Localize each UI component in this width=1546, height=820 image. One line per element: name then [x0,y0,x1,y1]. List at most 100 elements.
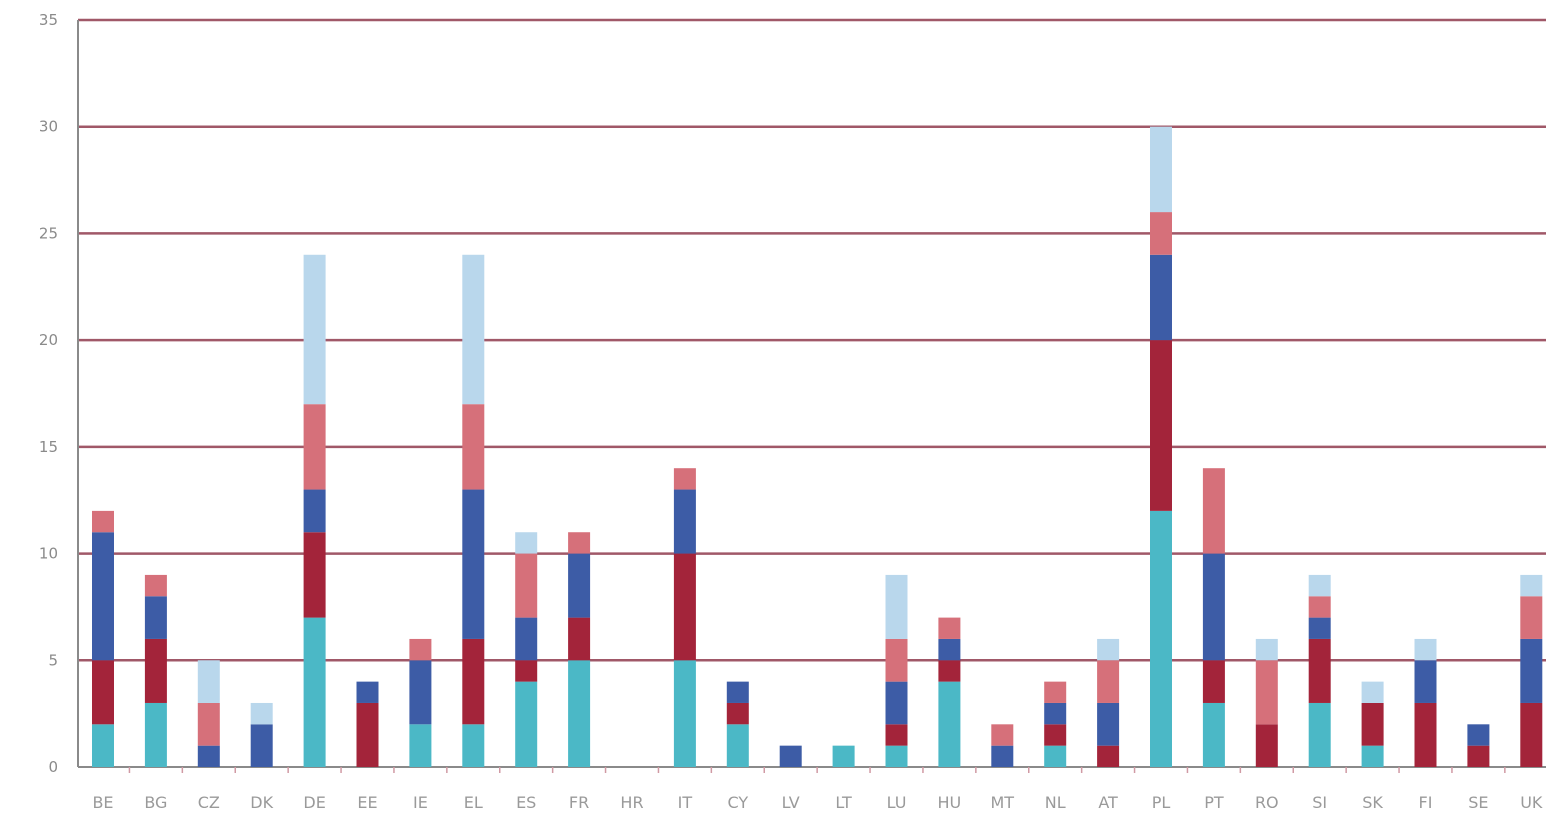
bar-segment-se-s3 [1467,724,1490,746]
bar-segment-hu-s3 [938,638,961,661]
x-tick-label-ro: RO [1255,793,1279,812]
bar-segment-si-s3 [1308,617,1331,639]
x-tick-label-mt: MT [991,793,1015,812]
bar-segment-uk-s3 [1520,638,1543,703]
bar-segment-at-s4 [1097,660,1120,703]
y-tick-labels: 0 5 10 15 20 25 30 35 [39,11,58,776]
bar-segment-fi-s2 [1414,702,1437,767]
bar-segment-be-s3 [92,532,114,661]
bar-segment-el-s4 [462,404,485,490]
x-tick-label-it: IT [678,793,693,812]
bar-segment-fr-s4 [568,532,591,554]
bar-segment-pt-s1 [1202,702,1225,767]
bar-segment-pt-s3 [1202,553,1225,661]
bar-segment-ie-s1 [409,724,432,767]
bar-segment-cz-s4 [197,702,220,746]
bar-segment-uk-s2 [1520,702,1543,767]
bar-segment-es-s5 [515,532,538,554]
bar-segment-at-s5 [1097,638,1120,661]
x-tick-label-es: ES [516,793,536,812]
x-tick-label-cy: CY [727,793,748,812]
bar-segment-ro-s5 [1255,638,1278,661]
bar-segment-lv-s3 [779,745,802,767]
bar-segment-de-s1 [303,617,326,767]
bar-segment-ro-s4 [1255,660,1278,725]
bar-segment-it-s3 [673,489,696,554]
bar-segment-cy-s3 [726,681,749,703]
bar-segment-sk-s5 [1361,681,1384,703]
bar-segment-de-s5 [303,254,326,405]
bar-segment-at-s3 [1097,702,1120,746]
bar-segment-pt-s4 [1202,468,1225,554]
bar-segment-dk-s3 [250,724,273,767]
x-tick-label-fi: FI [1419,793,1433,812]
bar-segment-cy-s2 [726,702,749,725]
bar-segment-pl-s1 [1150,510,1172,767]
bar-segment-bg-s2 [144,638,167,703]
bar-segment-cz-s3 [197,745,220,767]
x-tick-label-at: AT [1098,793,1118,812]
bar-segment-lu-s3 [885,681,908,725]
bar-segment-pl-s4 [1150,212,1172,255]
x-tick-label-ee: EE [357,793,377,812]
bar-segment-dk-s5 [250,702,273,725]
bar-segment-el-s3 [462,489,485,639]
bar-segment-hu-s1 [938,681,961,767]
bar-segment-es-s2 [515,660,538,682]
y-tick-label: 15 [39,438,58,456]
bar-segment-it-s2 [673,553,696,661]
bar-segment-pl-s2 [1150,340,1172,511]
bar-segment-hu-s2 [938,660,961,682]
x-tick-label-ie: IE [413,793,428,812]
y-tick-label: 0 [48,758,58,776]
y-tick-label: 30 [39,118,58,136]
bar-segment-it-s1 [673,660,696,767]
bar-segment-si-s5 [1308,574,1331,597]
bar-segment-es-s4 [515,553,538,618]
bar-segment-cz-s5 [197,660,220,703]
bar-segment-ee-s3 [356,681,379,703]
bar-segment-cy-s1 [726,724,749,767]
x-tick-label-sk: SK [1362,793,1383,812]
y-tick-label: 35 [39,11,58,29]
bar-segment-fr-s3 [568,553,591,618]
x-tick-labels: BE BG CZ DK DE EE IE EL ES FR HR IT CY LV LT LU HU MT NL AT… [92,767,1543,812]
bar-segment-lu-s2 [885,724,908,746]
bar-segment-si-s2 [1308,638,1331,703]
bar-segment-el-s5 [462,254,485,405]
bar-segment-de-s3 [303,489,326,533]
bar-segment-el-s2 [462,638,485,725]
bar-segment-sk-s1 [1361,745,1384,767]
bar-segment-sk-s2 [1361,702,1384,746]
x-tick-label-el: EL [464,793,483,812]
x-tick-label-pl: PL [1152,793,1171,812]
bar-segment-mt-s3 [991,745,1014,767]
y-tick-label: 10 [39,545,58,563]
bar-segment-nl-s3 [1044,702,1067,725]
x-tick-label-uk: UK [1520,793,1543,812]
bar-segment-es-s1 [515,681,538,767]
y-tick-label: 20 [39,331,58,349]
bar-segment-de-s4 [303,404,326,490]
bar-segment-at-s2 [1097,745,1120,767]
x-tick-label-fr: FR [569,793,589,812]
bar-segment-ie-s3 [409,660,432,725]
bar-segment-pt-s2 [1202,660,1225,703]
x-tick-label-lv: LV [782,793,800,812]
x-tick-label-bg: BG [144,793,167,812]
bar-segment-es-s3 [515,617,538,661]
bar-segment-uk-s4 [1520,596,1543,639]
bar-segment-pl-s3 [1150,254,1172,341]
x-tick-label-hu: HU [938,793,962,812]
bar-segment-ro-s2 [1255,724,1278,767]
bar-segment-si-s1 [1308,702,1331,767]
bar-segment-be-s4 [92,510,114,533]
bar-segment-uk-s5 [1520,574,1543,597]
bar-segment-fi-s3 [1414,660,1437,703]
bar-segment-ie-s4 [409,638,432,661]
bar-segment-se-s2 [1467,745,1490,767]
x-tick-label-se: SE [1468,793,1488,812]
bar-segment-be-s1 [92,724,114,767]
x-tick-label-pt: PT [1204,793,1224,812]
